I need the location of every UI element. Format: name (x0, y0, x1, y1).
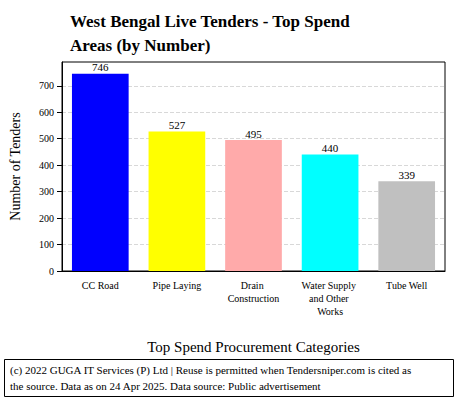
svg-text:400: 400 (39, 160, 54, 171)
svg-text:600: 600 (39, 107, 54, 118)
svg-text:Areas (by Number): Areas (by Number) (70, 36, 210, 55)
svg-text:the source. Data as on 24 Apr: the source. Data as on 24 Apr 2025. Data… (10, 380, 321, 392)
svg-text:West Bengal Live Tenders - Top: West Bengal Live Tenders - Top Spend (70, 12, 354, 31)
svg-text:Construction: Construction (228, 293, 280, 304)
svg-text:Works: Works (317, 306, 343, 317)
svg-text:700: 700 (39, 80, 54, 91)
svg-text:0: 0 (49, 266, 54, 277)
svg-text:and Other: and Other (309, 293, 351, 304)
svg-text:Number of Tenders: Number of Tenders (8, 112, 23, 220)
svg-text:339: 339 (398, 169, 415, 181)
svg-text:440: 440 (322, 142, 339, 154)
svg-text:495: 495 (245, 128, 262, 140)
svg-text:CC Road: CC Road (82, 280, 119, 291)
svg-text:Tube Well: Tube Well (386, 280, 427, 291)
svg-text:200: 200 (39, 213, 54, 224)
svg-text:Water Supply: Water Supply (302, 280, 359, 291)
svg-text:100: 100 (39, 239, 54, 250)
svg-text:746: 746 (92, 61, 109, 73)
svg-text:Pipe Laying: Pipe Laying (153, 280, 202, 291)
svg-text:Drain: Drain (241, 280, 266, 291)
svg-text:(c) 2022 GUGA IT Services (P): (c) 2022 GUGA IT Services (P) Ltd | Reus… (10, 364, 414, 377)
svg-text:Top Spend Procurement Categori: Top Spend Procurement Categories (147, 339, 360, 355)
svg-text:527: 527 (169, 119, 186, 131)
svg-text:300: 300 (39, 186, 54, 197)
svg-text:500: 500 (39, 133, 54, 144)
